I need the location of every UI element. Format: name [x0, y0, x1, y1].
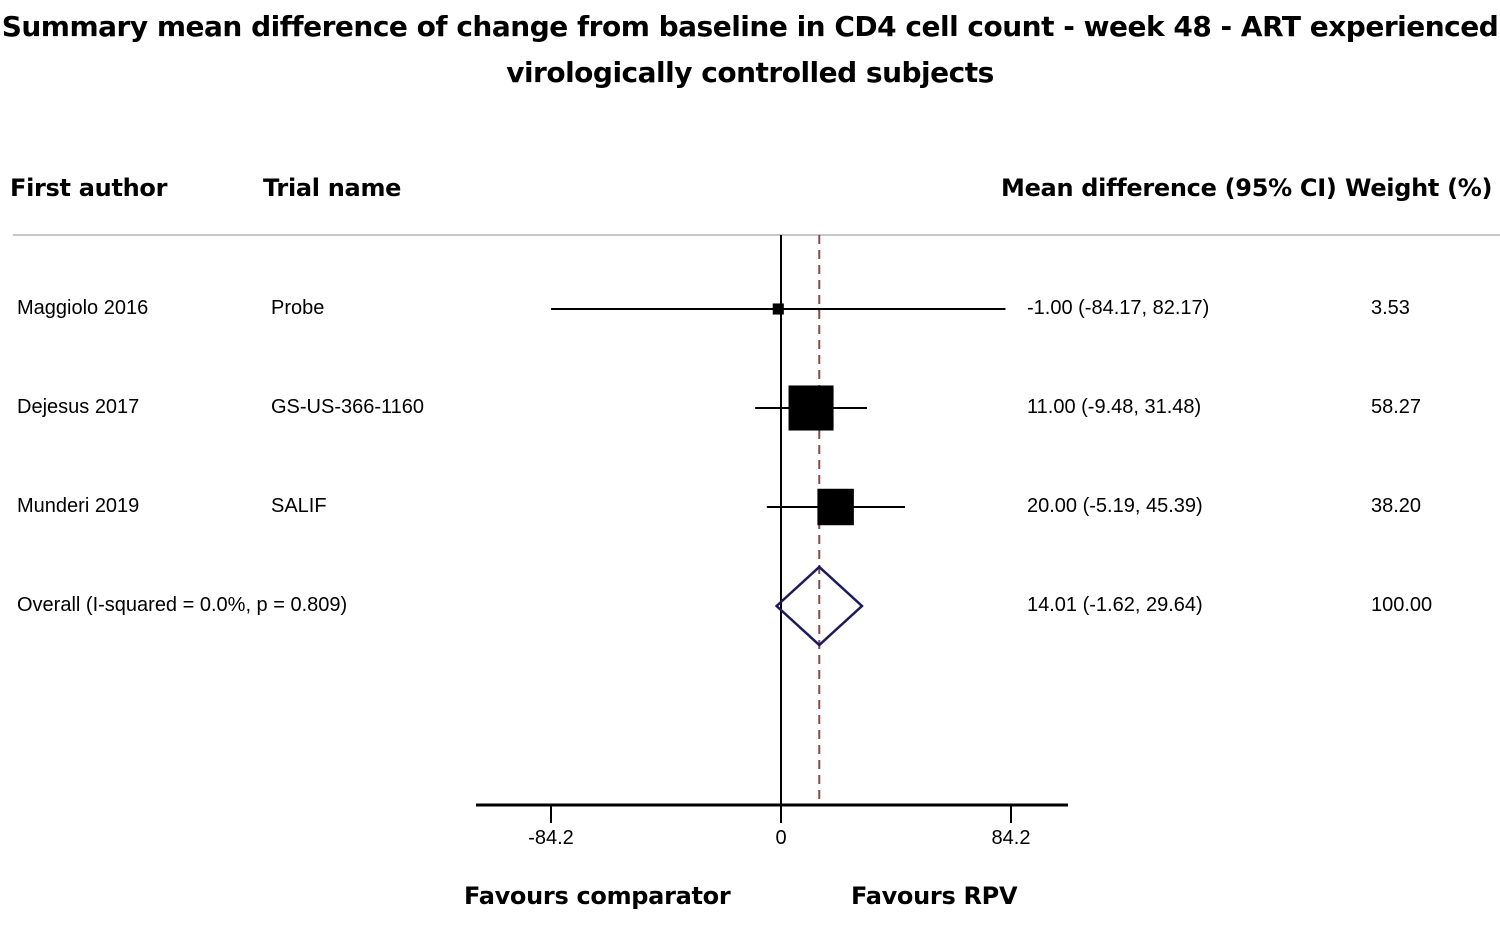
overall-label: Overall (I-squared = 0.0%, p = 0.809)	[17, 594, 348, 616]
header-mean-difference: Mean difference (95% CI)	[1001, 174, 1337, 202]
study-weight: 3.53	[1371, 297, 1410, 319]
favours-comparator-label: Favours comparator	[464, 882, 731, 910]
study-trial-name: GS-US-366-1160	[271, 396, 425, 418]
x-tick-label: -84.2	[528, 827, 574, 849]
study-point-estimate	[817, 488, 854, 526]
study-author: Munderi 2019	[17, 495, 140, 517]
overall-effect-text: 14.01 (-1.62, 29.64)	[1027, 594, 1203, 616]
study-point-estimate	[788, 385, 834, 431]
study-point-estimate	[772, 303, 784, 315]
chart-title-line2: virologically controlled subjects	[506, 56, 994, 89]
header-weight: Weight (%)	[1345, 174, 1493, 202]
study-author: Dejesus 2017	[17, 396, 140, 418]
study-weight: 58.27	[1371, 396, 1422, 418]
overall-weight: 100.00	[1371, 594, 1433, 616]
study-effect-text: 20.00 (-5.19, 45.39)	[1027, 495, 1203, 517]
study-trial-name: Probe	[271, 297, 325, 319]
chart-title-line1: Summary mean difference of change from b…	[1, 10, 1499, 43]
x-tick-label: 84.2	[991, 827, 1031, 849]
favours-rpv-label: Favours RPV	[851, 882, 1018, 910]
study-author: Maggiolo 2016	[17, 297, 149, 319]
header-first-author: First author	[10, 174, 168, 202]
header-trial-name: Trial name	[263, 174, 402, 202]
study-effect-text: 11.00 (-9.48, 31.48)	[1027, 396, 1202, 418]
x-tick-label: 0	[775, 827, 787, 849]
study-trial-name: SALIF	[271, 495, 327, 517]
study-weight: 38.20	[1371, 495, 1422, 517]
overall-diamond	[774, 565, 864, 647]
study-effect-text: -1.00 (-84.17, 82.17)	[1027, 297, 1210, 319]
